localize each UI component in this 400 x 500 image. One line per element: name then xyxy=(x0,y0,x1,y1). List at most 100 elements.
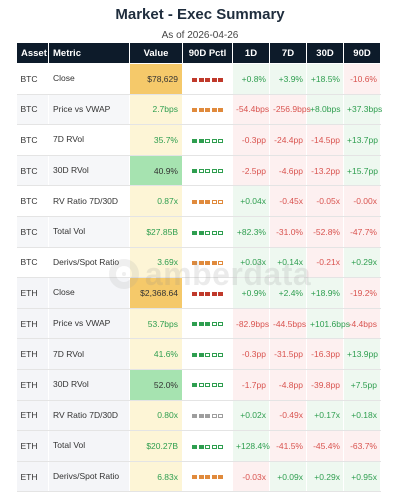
percentile-bar xyxy=(192,77,223,82)
percentile-segment xyxy=(192,352,197,357)
header-30d: 30D xyxy=(306,42,344,64)
cell-change-1d: +0.03x xyxy=(232,247,270,279)
percentile-segment xyxy=(205,77,210,82)
cell-change-7d: -0.45x xyxy=(269,185,307,217)
page-subtitle: As of 2026-04-26 xyxy=(161,30,239,41)
percentile-segment xyxy=(192,77,197,82)
percentile-segment xyxy=(218,169,223,174)
cell-value: 2.7bps xyxy=(129,94,183,126)
cell-change-7d: -24.4pp xyxy=(269,124,307,156)
percentile-segment xyxy=(218,199,223,204)
table-row: ETH Price vs VWAP 53.7bps -82.9bps -44.5bps +… xyxy=(16,308,381,340)
percentile-bar xyxy=(192,475,223,480)
cell-90d-pctl xyxy=(182,155,233,187)
percentile-segment xyxy=(218,475,223,480)
cell-metric: Price vs VWAP xyxy=(48,308,130,340)
cell-change-90d: -4.4bps xyxy=(343,308,381,340)
cell-change-1d: -0.3pp xyxy=(232,124,270,156)
header-7d: 7D xyxy=(269,42,307,64)
cell-value: 6.83x xyxy=(129,461,183,493)
percentile-segment xyxy=(198,138,204,143)
cell-value: 0.87x xyxy=(129,185,183,217)
cell-asset: ETH xyxy=(16,338,49,370)
table-row: ETH 30D RVol 52.0% -1.7pp -4.8pp -39.8pp +7.5p… xyxy=(16,369,381,401)
table-row: BTC Derivs/Spot Ratio 3.69x +0.03x +0.14x -0.… xyxy=(16,247,381,279)
percentile-segment xyxy=(205,138,210,143)
cell-asset: ETH xyxy=(16,461,49,493)
percentile-segment xyxy=(192,230,197,235)
page-title: Market - Exec Summary xyxy=(115,6,285,23)
percentile-segment xyxy=(205,444,210,449)
percentile-segment xyxy=(205,383,210,388)
percentile-bar xyxy=(192,261,223,266)
percentile-segment xyxy=(211,444,217,449)
percentile-segment xyxy=(198,414,204,419)
percentile-segment xyxy=(192,475,197,480)
cell-90d-pctl xyxy=(182,369,233,401)
cell-90d-pctl xyxy=(182,277,233,309)
percentile-segment xyxy=(218,444,223,449)
percentile-segment xyxy=(211,352,217,357)
table-row: ETH Derivs/Spot Ratio 6.83x -0.03x +0.09x +0.… xyxy=(16,461,381,493)
percentile-bar xyxy=(192,138,223,143)
percentile-segment xyxy=(205,352,210,357)
cell-change-1d: -0.03x xyxy=(232,461,270,493)
table-body: BTC Close $78,629 +0.8% +3.9% +18.5% -10.6% BTC… xyxy=(16,63,382,493)
cell-change-30d: -13.2pp xyxy=(306,155,344,187)
cell-asset: ETH xyxy=(16,430,49,462)
cell-90d-pctl xyxy=(182,461,233,493)
percentile-segment xyxy=(218,291,223,296)
cell-asset: ETH xyxy=(16,308,49,340)
percentile-segment xyxy=(198,475,204,480)
cell-change-7d: -4.6pp xyxy=(269,155,307,187)
cell-metric: 30D RVol xyxy=(48,369,130,401)
percentile-segment xyxy=(192,383,197,388)
percentile-segment xyxy=(211,108,217,113)
percentile-bar xyxy=(192,230,223,235)
cell-change-90d: -0.00x xyxy=(343,185,381,217)
cell-90d-pctl xyxy=(182,63,233,95)
cell-change-30d: +18.9% xyxy=(306,277,344,309)
cell-change-1d: +0.04x xyxy=(232,185,270,217)
cell-value: $78,629 xyxy=(129,63,183,95)
percentile-bar xyxy=(192,444,223,449)
header-90d: 90D xyxy=(343,42,381,64)
percentile-segment xyxy=(211,138,217,143)
percentile-segment xyxy=(205,230,210,235)
cell-value: 52.0% xyxy=(129,369,183,401)
cell-metric: Close xyxy=(48,63,130,95)
percentile-bar xyxy=(192,108,223,113)
cell-metric: Total Vol xyxy=(48,430,130,462)
table-row: BTC 7D RVol 35.7% -0.3pp -24.4pp -14.5pp +13.7… xyxy=(16,124,381,156)
percentile-segment xyxy=(192,291,197,296)
cell-change-30d: +18.5% xyxy=(306,63,344,95)
percentile-segment xyxy=(198,108,204,113)
cell-change-1d: +0.02x xyxy=(232,400,270,432)
percentile-segment xyxy=(211,261,217,266)
cell-change-30d: -39.8pp xyxy=(306,369,344,401)
cell-change-1d: +0.8% xyxy=(232,63,270,95)
percentile-segment xyxy=(198,169,204,174)
percentile-segment xyxy=(192,138,197,143)
cell-asset: BTC xyxy=(16,155,49,187)
cell-change-1d: +128.4% xyxy=(232,430,270,462)
percentile-segment xyxy=(192,322,197,327)
percentile-segment xyxy=(218,138,223,143)
percentile-segment xyxy=(198,261,204,266)
cell-asset: BTC xyxy=(16,63,49,95)
percentile-segment xyxy=(218,108,223,113)
cell-value: $2,368.64 xyxy=(129,277,183,309)
percentile-segment xyxy=(211,322,217,327)
cell-90d-pctl xyxy=(182,124,233,156)
cell-change-7d: +2.4% xyxy=(269,277,307,309)
cell-value: 53.7bps xyxy=(129,308,183,340)
cell-value: 41.6% xyxy=(129,338,183,370)
cell-metric: Derivs/Spot Ratio xyxy=(48,247,130,279)
cell-change-7d: -256.9bps xyxy=(269,94,311,126)
cell-metric: RV Ratio 7D/30D xyxy=(48,185,130,217)
cell-asset: ETH xyxy=(16,400,49,432)
cell-change-7d: +3.9% xyxy=(269,63,307,95)
cell-change-90d: -63.7% xyxy=(343,430,381,462)
cell-metric: Price vs VWAP xyxy=(48,94,130,126)
header-1d: 1D xyxy=(232,42,270,64)
